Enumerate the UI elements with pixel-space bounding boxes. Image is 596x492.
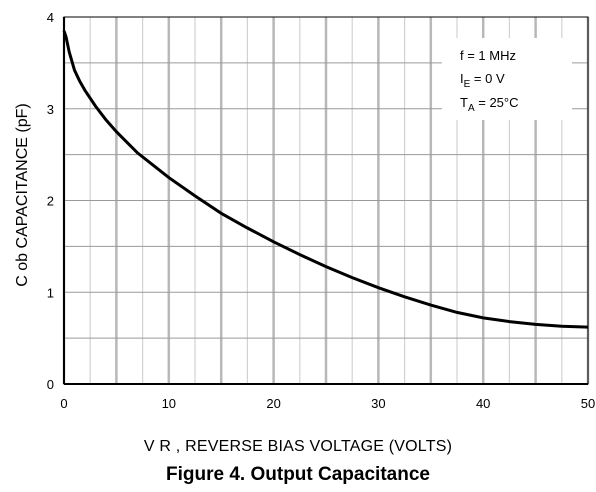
conditions-background <box>442 38 572 120</box>
y-tick-label: 4 <box>47 10 54 25</box>
y-tick-labels: 0 1 2 3 4 <box>47 10 54 392</box>
x-tick-label: 40 <box>476 396 490 411</box>
condition-frequency: f = 1 MHz <box>460 48 516 63</box>
x-tick-labels: 0 10 20 30 40 50 <box>60 396 595 411</box>
y-tick-label: 1 <box>47 285 54 300</box>
condition-emitter-current: IE = 0 V <box>460 71 505 90</box>
figure-caption: Figure 4. Output Capacitance <box>166 464 430 485</box>
y-tick-label: 2 <box>47 194 54 209</box>
x-axis-label: V R , REVERSE BIAS VOLTAGE (VOLTS) <box>143 438 453 455</box>
x-tick-label: 20 <box>266 396 280 411</box>
capacitance-curve <box>62 30 589 329</box>
x-tick-label: 30 <box>371 396 385 411</box>
condition-temperature: TA = 25°C <box>460 95 519 114</box>
y-axis-label: C ob CAPACITANCE (pF) <box>14 103 31 286</box>
test-conditions: f = 1 MHz IE = 0 V TA = 25°C <box>442 38 572 120</box>
x-tick-label: 0 <box>60 396 67 411</box>
x-tick-label: 50 <box>581 396 595 411</box>
x-tick-label: 10 <box>162 396 176 411</box>
y-tick-label: 3 <box>47 102 54 117</box>
y-tick-label: 0 <box>47 377 54 392</box>
